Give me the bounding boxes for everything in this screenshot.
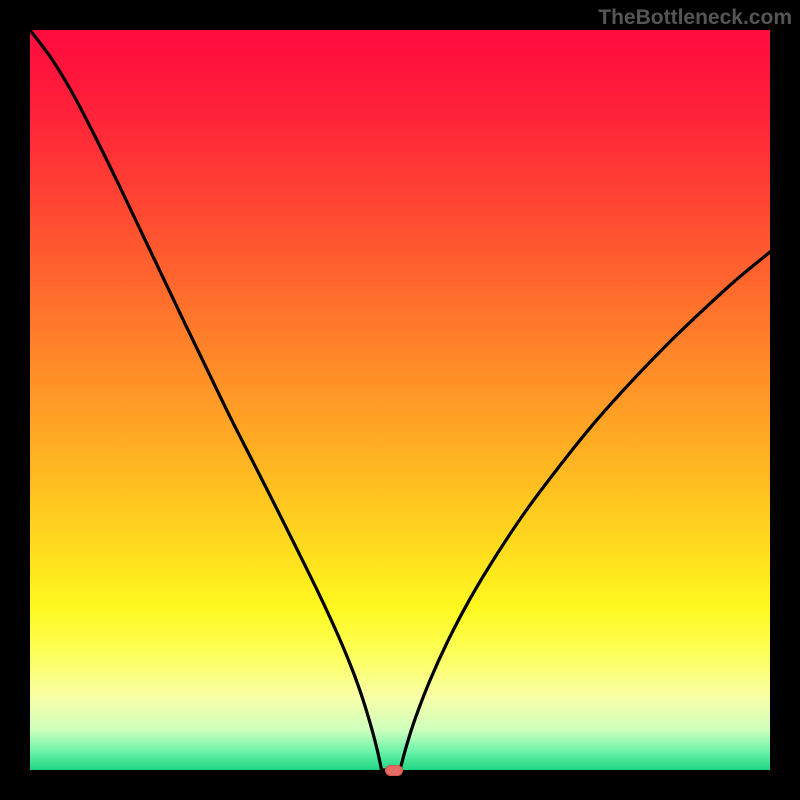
plot-svg [30, 30, 770, 770]
optimal-marker [385, 765, 403, 776]
gradient-background [30, 30, 770, 770]
plot-area [30, 30, 770, 770]
bottleneck-chart: TheBottleneck.com [0, 0, 800, 800]
watermark-text: TheBottleneck.com [598, 6, 792, 30]
